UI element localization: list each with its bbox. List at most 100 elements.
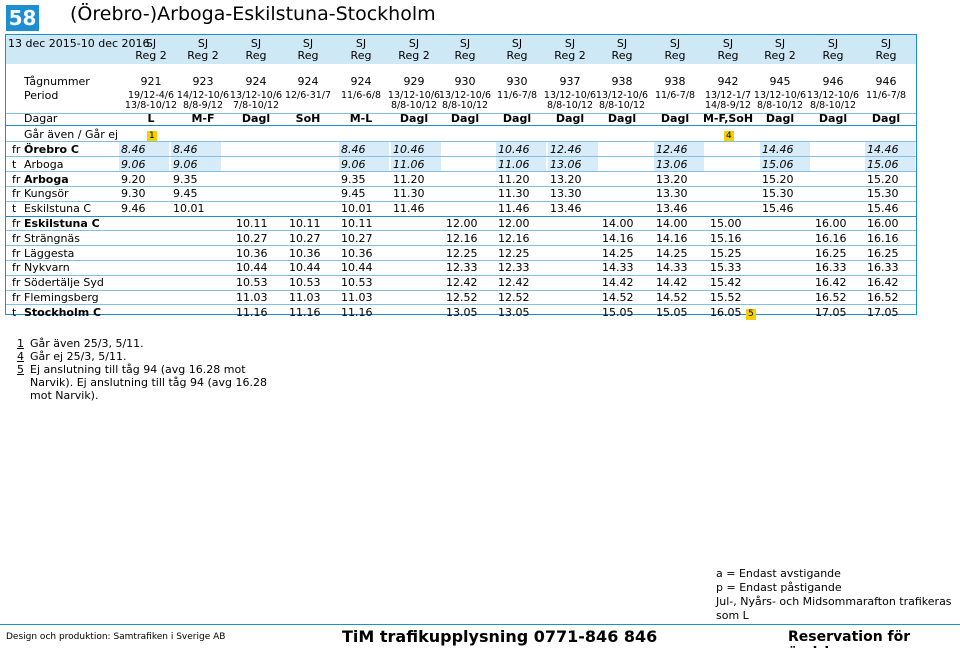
departure-time: 13.20 xyxy=(550,172,582,186)
departure-time: 11.06 xyxy=(393,157,425,171)
departure-time: 14.46 xyxy=(867,143,899,156)
departure-time: 15.20 xyxy=(762,172,794,186)
station-name: Arboga xyxy=(24,157,64,171)
departure-time: 16.33 xyxy=(867,261,899,275)
departure-time: 14.16 xyxy=(602,231,634,245)
footnote-text: Ej anslutning till tåg 94 (avg 16.28 mot… xyxy=(30,363,267,402)
time-tint xyxy=(171,142,221,156)
departure-time: 10.27 xyxy=(341,231,373,245)
station-name: Eskilstuna C xyxy=(24,202,92,216)
header-band: 13 dec 2015-10 dec 2016 xyxy=(6,35,916,64)
train-type: Reg xyxy=(245,49,267,62)
days-value: Dagl xyxy=(660,112,690,125)
departure-time: 14.42 xyxy=(656,276,688,290)
legend: a = Endast avstigande p = Endast påstiga… xyxy=(716,567,960,623)
departure-time: 12.46 xyxy=(550,143,582,156)
days-value: Dagl xyxy=(555,112,585,125)
operator-label: SJ xyxy=(145,37,157,50)
departure-time: 11.06 xyxy=(498,157,530,171)
departure-time: 11.16 xyxy=(341,305,373,319)
footer-phone: TiM trafikupplysning 0771-846 846 xyxy=(342,627,658,646)
departure-time: 15.46 xyxy=(867,202,899,216)
departure-time: 11.46 xyxy=(498,202,530,216)
time-tint xyxy=(865,156,915,171)
departure-time: 9.35 xyxy=(173,172,198,186)
departure-time: 16.42 xyxy=(815,276,847,290)
period-label: Period xyxy=(24,89,59,102)
period-line: 14/12-10/6 xyxy=(176,90,230,101)
period-line: 13/12-10/6 xyxy=(438,90,492,101)
row-divider xyxy=(6,113,916,114)
legend-line: a = Endast avstigande xyxy=(716,567,841,580)
departure-time: 14.25 xyxy=(656,246,688,260)
days-value: Dagl xyxy=(765,112,795,125)
row-divider xyxy=(6,289,916,291)
station-name: Arboga xyxy=(24,172,69,186)
station-name: Kungsör xyxy=(24,187,69,201)
days-value: Dagl xyxy=(450,112,480,125)
operator-label: SJ xyxy=(669,37,681,50)
note-mark: 1 xyxy=(147,128,157,142)
route-number-badge: 58 xyxy=(6,5,39,31)
note-mark-box: 1 xyxy=(147,131,157,142)
station-name: Strängnäs xyxy=(24,231,80,245)
operator-label: SJ xyxy=(511,37,523,50)
departure-time: 17.05 xyxy=(867,305,899,319)
departure-time: 10.53 xyxy=(289,276,321,290)
period-line: 12/6-31/7 xyxy=(284,90,332,101)
period-line: 14/8-9/12 xyxy=(704,100,752,111)
period-line: 8/8-10/12 xyxy=(441,100,489,111)
train-type: Reg 2 xyxy=(398,49,430,62)
departure-time: 16.25 xyxy=(815,246,847,260)
time-tint xyxy=(865,142,915,156)
time-tint xyxy=(760,142,810,156)
station-prefix: fr xyxy=(12,187,21,201)
departure-time: 10.27 xyxy=(289,231,321,245)
departure-time: 14.25 xyxy=(602,246,634,260)
days-label: Dagar xyxy=(24,112,58,125)
departure-time: 10.01 xyxy=(341,202,373,216)
departure-time: 15.30 xyxy=(867,187,899,201)
train-number: 942 xyxy=(717,75,739,88)
station-name: Stockholm C xyxy=(24,305,102,319)
departure-time: 14.00 xyxy=(656,217,688,230)
train-number: 930 xyxy=(454,75,476,88)
train-type: Reg xyxy=(506,49,528,62)
days-value: Dagl xyxy=(818,112,848,125)
period-line: 13/8-10/12 xyxy=(124,100,178,111)
footer-reservation: Reservation för ändringar xyxy=(788,629,911,648)
route-title: (Örebro-)Arboga-Eskilstuna-Stockholm xyxy=(70,3,436,25)
departure-time: 16.16 xyxy=(815,231,847,245)
departure-time: 15.05 xyxy=(656,305,688,319)
departure-time: 11.16 xyxy=(289,305,321,319)
departure-time: 15.52 xyxy=(710,291,742,304)
time-tint xyxy=(339,142,389,156)
period-line: 11/6-7/8 xyxy=(496,90,538,101)
operator-label: SJ xyxy=(722,37,734,50)
time-tint xyxy=(339,156,389,171)
departure-time: 10.27 xyxy=(236,231,268,245)
timetable: 13 dec 2015-10 dec 2016 SJ SJ SJ SJ SJ SJ SJ SJ… xyxy=(5,34,917,320)
period-line: 13/12-10/6 xyxy=(387,90,441,101)
departure-time: 11.20 xyxy=(393,172,425,186)
departure-time: 10.53 xyxy=(236,276,268,290)
legend-line: Jul-, Nyårs- och Midsommarafton trafiker… xyxy=(716,595,952,622)
operator-label: SJ xyxy=(564,37,576,50)
departure-time: 13.06 xyxy=(550,157,582,171)
note-mark-box: 5 xyxy=(746,308,756,320)
train-number: 938 xyxy=(611,75,633,88)
departure-time: 16.00 xyxy=(867,217,899,230)
note-mark: 4 xyxy=(724,128,734,142)
operator-label: SJ xyxy=(880,37,892,50)
departure-time: 11.46 xyxy=(393,202,425,216)
period-line: 13/12-1/7 xyxy=(704,90,752,101)
departure-time: 17.05 xyxy=(815,305,847,319)
time-tint xyxy=(654,156,704,171)
departure-time: 16.42 xyxy=(867,276,899,290)
departure-time: 10.44 xyxy=(236,261,268,275)
time-tint xyxy=(548,156,598,171)
period-line: 8/8-10/12 xyxy=(809,100,857,111)
row-divider xyxy=(6,125,916,126)
departure-time: 12.52 xyxy=(446,291,478,304)
departure-time: 16.52 xyxy=(867,291,899,304)
